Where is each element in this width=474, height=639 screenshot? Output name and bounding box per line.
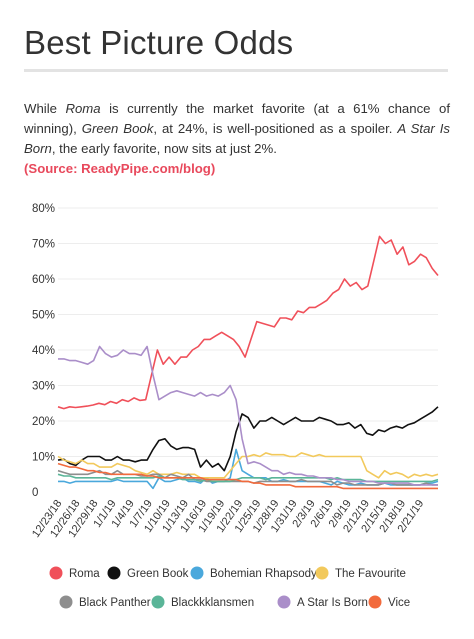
series-line-the-favourite: [57, 452, 439, 479]
source-link[interactable]: (Source: ReadyPipe.com/blog): [24, 161, 216, 176]
y-tick-label: 50%: [32, 310, 55, 322]
legend-label-a-star-is-born: A Star Is Born: [297, 597, 368, 609]
y-tick-label: 80%: [32, 203, 55, 215]
series-line-roma: [57, 235, 439, 410]
title-divider: [24, 69, 448, 72]
legend-swatch-vice: [368, 595, 382, 609]
y-tick-label: 20%: [32, 416, 55, 428]
legend-swatch-the-favourite: [315, 566, 329, 580]
legend-swatch-a-star-is-born: [277, 595, 291, 609]
y-tick-label: 10%: [32, 452, 55, 464]
legend-swatch-bohemian-rhapsody: [190, 566, 204, 580]
y-tick-label: 60%: [32, 274, 55, 286]
chart-description: While Roma is currently the market favor…: [24, 99, 450, 179]
desc-roma: Roma: [65, 101, 101, 116]
legend-swatch-blackkklansmen: [151, 595, 165, 609]
series-line-green-book: [57, 406, 439, 472]
chart-title: Best Picture Odds: [24, 24, 294, 61]
y-tick-label: 70%: [32, 239, 55, 251]
legend-label-blackkklansmen: Blackkklansmen: [171, 597, 254, 609]
series-line-vice: [57, 462, 438, 490]
y-tick-label: 30%: [32, 381, 55, 393]
y-tick-label: 40%: [32, 345, 55, 357]
legend-label-roma: Roma: [69, 568, 100, 580]
legend-label-black-panther: Black Panther: [79, 597, 151, 609]
series-line-a-star-is-born: [58, 345, 438, 486]
desc-text-4: , the early favorite, now sits at just 2…: [51, 141, 277, 156]
legend-swatch-green-book: [107, 566, 121, 580]
desc-text-1: While: [24, 101, 66, 116]
legend-label-green-book: Green Book: [127, 568, 189, 580]
legend-label-vice: Vice: [388, 597, 410, 609]
legend-swatch-roma: [49, 566, 63, 580]
desc-green-book: Green Book: [81, 121, 154, 136]
legend-label-bohemian-rhapsody: Bohemian Rhapsody: [210, 568, 317, 580]
desc-text-3: , at 24%, is well-positioned as a spoile…: [153, 121, 398, 136]
y-tick-label: 0: [32, 487, 38, 499]
legend-swatch-black-panther: [59, 595, 73, 609]
desc-star-is-born: A Star Is Born: [24, 121, 450, 156]
legend-label-the-favourite: The Favourite: [335, 568, 406, 580]
desc-text-2: is currently the market favorite (at a 6…: [24, 101, 450, 136]
